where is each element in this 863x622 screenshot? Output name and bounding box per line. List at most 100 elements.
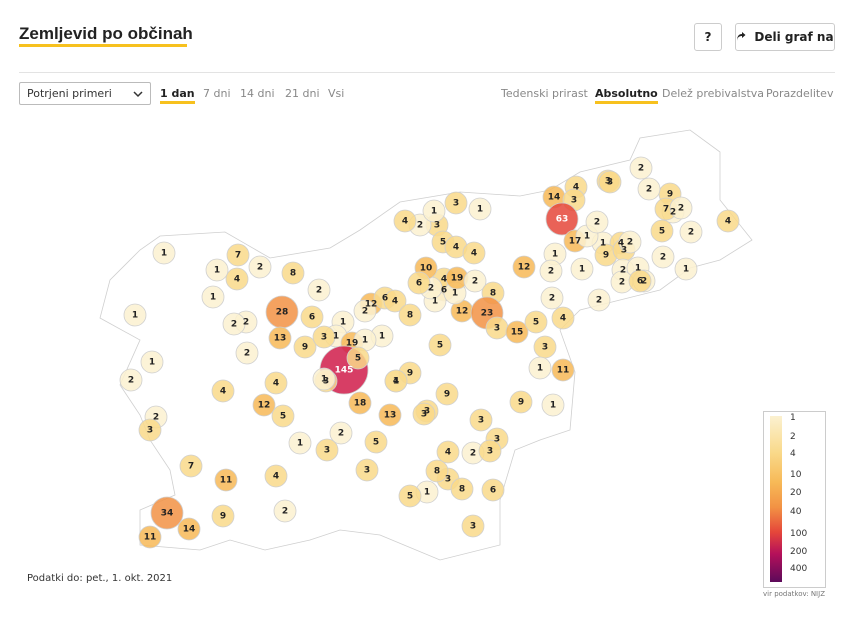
- municipality-region[interactable]: [481, 478, 505, 502]
- municipality-region[interactable]: [293, 335, 317, 359]
- municipality-region[interactable]: [179, 454, 203, 478]
- municipality-region[interactable]: [528, 356, 552, 380]
- municipality-region[interactable]: [300, 305, 324, 329]
- municipality-region[interactable]: [412, 402, 436, 426]
- municipality-region[interactable]: [393, 209, 417, 233]
- municipality-region[interactable]: [264, 464, 288, 488]
- municipality-region[interactable]: [312, 367, 336, 391]
- municipality-region[interactable]: [551, 306, 575, 330]
- metric-select[interactable]: Potrjeni primeri: [19, 82, 151, 105]
- municipality-value: 8: [407, 311, 413, 321]
- municipality-region[interactable]: [138, 418, 162, 442]
- municipality-region[interactable]: [669, 196, 693, 220]
- municipality-region[interactable]: [177, 517, 201, 541]
- municipality-region[interactable]: [478, 439, 502, 463]
- municipality-region[interactable]: [716, 209, 740, 233]
- municipality-region[interactable]: [444, 191, 468, 215]
- municipality-region[interactable]: [211, 504, 235, 528]
- help-button[interactable]: ?: [694, 23, 722, 51]
- municipality-region[interactable]: [679, 220, 703, 244]
- municipality-region[interactable]: [138, 525, 162, 549]
- municipality-region[interactable]: [384, 369, 408, 393]
- municipality-region[interactable]: [651, 245, 675, 269]
- municipality-region[interactable]: [226, 243, 250, 267]
- municipality-region[interactable]: [540, 286, 564, 310]
- municipality-region[interactable]: [469, 408, 493, 432]
- municipality-region[interactable]: [211, 379, 235, 403]
- municipality-region[interactable]: [524, 310, 548, 334]
- municipality-region[interactable]: [428, 333, 452, 357]
- municipality-region[interactable]: [348, 391, 372, 415]
- municipality-region[interactable]: [463, 269, 487, 293]
- municipality-region[interactable]: [315, 438, 339, 462]
- municipality-region[interactable]: [512, 255, 536, 279]
- municipality-region[interactable]: [505, 320, 529, 344]
- municipality-region[interactable]: [422, 199, 446, 223]
- municipality-region[interactable]: [637, 177, 661, 201]
- municipality-region[interactable]: [587, 288, 611, 312]
- municipality-region[interactable]: [353, 299, 377, 323]
- municipality-region[interactable]: [551, 358, 575, 382]
- municipality-region[interactable]: [674, 257, 698, 281]
- municipality-region[interactable]: [140, 350, 164, 374]
- municipality-region[interactable]: [119, 368, 143, 392]
- municipality-region[interactable]: [152, 241, 176, 265]
- municipality-region[interactable]: [629, 156, 653, 180]
- municipality-region[interactable]: [201, 285, 225, 309]
- municipality-region[interactable]: [628, 269, 652, 293]
- municipality-region[interactable]: [462, 241, 486, 265]
- tab-mode-share[interactable]: Delež prebivalstva: [662, 87, 765, 100]
- municipality-region[interactable]: [150, 496, 184, 530]
- municipality-value: 9: [407, 369, 413, 379]
- municipality-region[interactable]: [225, 267, 249, 291]
- municipality-region[interactable]: [355, 458, 379, 482]
- municipality-region[interactable]: [570, 257, 594, 281]
- municipality-region[interactable]: [383, 289, 407, 313]
- municipality-region[interactable]: [436, 440, 460, 464]
- municipality-region[interactable]: [252, 393, 276, 417]
- municipality-region[interactable]: [214, 468, 238, 492]
- share-button[interactable]: Deli graf na: [735, 23, 835, 51]
- municipality-region[interactable]: [346, 346, 370, 370]
- municipality-region[interactable]: [541, 393, 565, 417]
- municipality-region[interactable]: [650, 219, 674, 243]
- municipality-region[interactable]: [264, 371, 288, 395]
- municipality-region[interactable]: [407, 271, 431, 295]
- municipality-region[interactable]: [268, 326, 292, 350]
- municipality-region[interactable]: [123, 303, 147, 327]
- tab-period-all[interactable]: Vsi: [328, 87, 345, 100]
- municipality-region[interactable]: [281, 261, 305, 285]
- municipality-region[interactable]: [539, 259, 563, 283]
- municipality-region[interactable]: [248, 255, 272, 279]
- municipality-region[interactable]: [364, 430, 388, 454]
- municipality-region[interactable]: [205, 258, 229, 282]
- municipality-region[interactable]: [585, 210, 609, 234]
- municipality-region[interactable]: [222, 312, 246, 336]
- municipality-region[interactable]: [435, 382, 459, 406]
- tab-mode-distribution[interactable]: Porazdelitev: [766, 87, 834, 100]
- tab-mode-weekly[interactable]: Tedenski prirast: [501, 87, 588, 100]
- municipality-region[interactable]: [398, 484, 422, 508]
- municipality-region[interactable]: [235, 341, 259, 365]
- municipality-region[interactable]: [598, 170, 622, 194]
- municipality-region[interactable]: [288, 431, 312, 455]
- municipality-region[interactable]: [307, 278, 331, 302]
- municipality-region[interactable]: [545, 202, 579, 236]
- municipality-region[interactable]: [273, 499, 297, 523]
- municipality-region[interactable]: [425, 459, 449, 483]
- tab-period-7[interactable]: 7 dni: [203, 87, 231, 100]
- municipality-region[interactable]: [271, 404, 295, 428]
- municipality-region[interactable]: [450, 477, 474, 501]
- municipality-region[interactable]: [618, 230, 642, 254]
- municipality-region[interactable]: [398, 303, 422, 327]
- municipality-region[interactable]: [461, 514, 485, 538]
- municipality-region[interactable]: [378, 403, 402, 427]
- tab-period-14[interactable]: 14 dni: [240, 87, 275, 100]
- tab-mode-absolute[interactable]: Absolutno: [595, 87, 658, 104]
- tab-period-21[interactable]: 21 dni: [285, 87, 320, 100]
- municipality-region[interactable]: [468, 197, 492, 221]
- tab-period-1[interactable]: 1 dan: [160, 87, 195, 104]
- municipality-region[interactable]: [509, 390, 533, 414]
- municipality-region[interactable]: [312, 325, 336, 349]
- municipality-region[interactable]: [329, 421, 353, 445]
